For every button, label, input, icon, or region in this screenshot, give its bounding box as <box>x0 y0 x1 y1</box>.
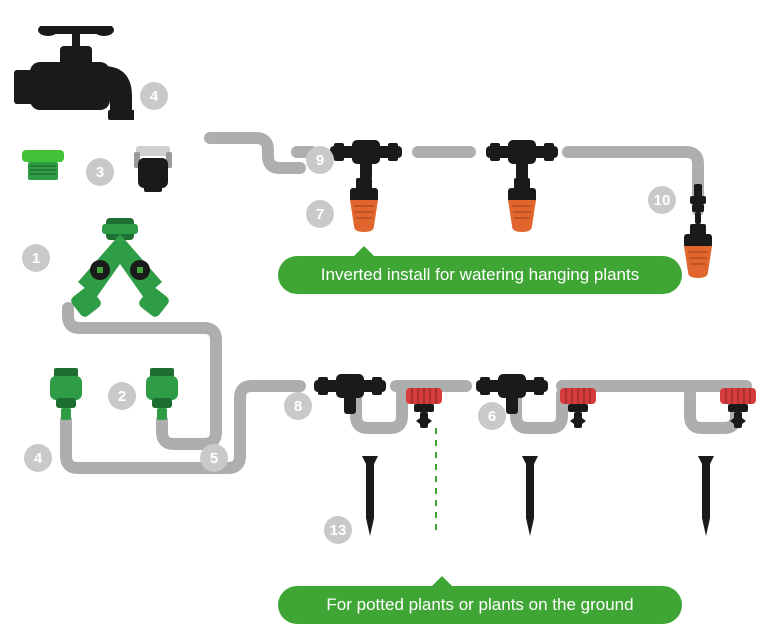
step-badge-number: 6 <box>488 408 496 425</box>
step-badge-5: 5 <box>200 444 228 472</box>
pipe-segment <box>66 386 300 468</box>
threaded-adapter-green <box>20 150 66 182</box>
step-badge-4: 4 <box>140 82 168 110</box>
pipe-segment <box>568 152 698 210</box>
ground-stake <box>698 456 710 534</box>
step-badge-number: 2 <box>118 388 126 405</box>
step-badge-number: 9 <box>316 152 324 169</box>
pipe-segment <box>68 308 216 444</box>
step-badge-number: 4 <box>34 450 42 467</box>
red-dripper <box>402 388 446 418</box>
y-splitter <box>60 218 180 318</box>
step-badge-2: 2 <box>108 382 136 410</box>
orange-nozzle <box>680 224 716 280</box>
callout-text: Inverted install for watering hanging pl… <box>321 265 639 285</box>
step-badge-3: 3 <box>86 158 114 186</box>
pipe-segment <box>210 138 300 168</box>
ground-stake <box>522 456 534 534</box>
step-badge-number: 1 <box>32 250 40 267</box>
step-badge-number: 5 <box>210 450 218 467</box>
orange-nozzle <box>346 178 382 234</box>
red-dripper <box>716 388 760 418</box>
ground-stake <box>362 456 374 534</box>
step-badge-4: 4 <box>24 444 52 472</box>
end-plug <box>690 184 706 224</box>
step-badge-9: 9 <box>306 146 334 174</box>
step-badge-number: 7 <box>316 206 324 223</box>
callout-hanging: Inverted install for watering hanging pl… <box>278 256 682 294</box>
t-connector <box>314 366 386 404</box>
step-badge-10: 10 <box>648 186 676 214</box>
t-connector <box>486 132 558 170</box>
callout-text: For potted plants or plants on the groun… <box>326 595 633 615</box>
red-dripper <box>556 388 600 418</box>
t-connector <box>330 132 402 170</box>
faucet-icon <box>14 26 134 136</box>
step-badge-13: 13 <box>324 516 352 544</box>
quick-connector <box>146 368 178 420</box>
step-badge-number: 4 <box>150 88 158 105</box>
step-badge-number: 10 <box>654 192 671 209</box>
step-badge-6: 6 <box>478 402 506 430</box>
step-badge-number: 8 <box>294 398 302 415</box>
t-connector <box>476 366 548 404</box>
step-badge-8: 8 <box>284 392 312 420</box>
step-badge-number: 3 <box>96 164 104 181</box>
quick-connector <box>50 368 82 420</box>
step-badge-7: 7 <box>306 200 334 228</box>
universal-tap-adapter <box>130 146 176 192</box>
orange-nozzle <box>504 178 540 234</box>
callout-ground: For potted plants or plants on the groun… <box>278 586 682 624</box>
step-badge-1: 1 <box>22 244 50 272</box>
step-badge-number: 13 <box>330 522 347 539</box>
